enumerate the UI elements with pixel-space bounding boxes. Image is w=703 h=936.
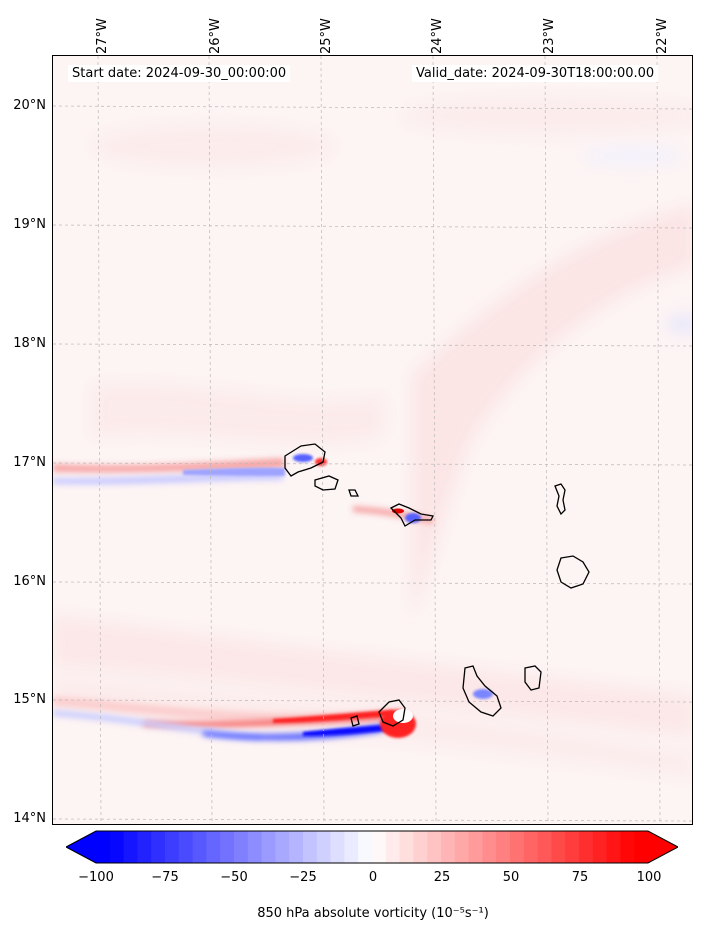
island-maio <box>524 665 542 691</box>
colorbar-bin <box>316 831 332 863</box>
colorbar-bin <box>620 831 635 863</box>
colorbar-bin <box>385 831 401 863</box>
colorbar-max-extension <box>648 831 678 863</box>
island-santo-antao <box>284 443 326 477</box>
colorbar-bin <box>137 831 152 863</box>
lat-label-14n: 14°N <box>13 811 46 826</box>
colorbar-bin <box>220 831 235 863</box>
island-sao-nicolau <box>389 503 434 527</box>
island-santa-luzia <box>348 489 360 497</box>
colorbar-tick: −75 <box>151 870 179 885</box>
colorbar-bin <box>441 831 456 863</box>
colorbar-bin <box>496 831 511 863</box>
colorbar-min-extension <box>66 831 96 863</box>
lon-label-26w: 26°W <box>208 18 223 54</box>
lat-label-19n: 19°N <box>13 217 46 232</box>
colorbar-bin <box>261 831 276 863</box>
background-vorticity <box>53 98 692 776</box>
colorbar-tick: 75 <box>571 870 589 885</box>
colorbar-bin <box>413 831 428 863</box>
colorbar-bin <box>565 831 580 863</box>
colorbar-bin <box>289 831 304 863</box>
lon-label-22w: 22°W <box>655 18 670 54</box>
vorticity-map <box>52 55 693 825</box>
colorbar-bin <box>96 831 111 863</box>
colorbar-bin <box>344 831 359 863</box>
colorbar-bin <box>234 831 249 863</box>
colorbar-bin <box>358 831 373 863</box>
colorbar-tick: 0 <box>368 870 378 885</box>
lat-label-18n: 18°N <box>13 336 46 351</box>
colorbar-bin <box>537 831 552 863</box>
colorbar-tick: 100 <box>636 870 662 885</box>
colorbar-bin <box>634 831 649 863</box>
lat-label-15n: 15°N <box>13 692 46 707</box>
colorbar-tick: −100 <box>78 870 114 885</box>
colorbar-bin <box>109 831 125 863</box>
colorbar-bin <box>427 831 442 863</box>
graticule <box>53 56 692 824</box>
colorbar-gradient <box>64 830 680 864</box>
valid-date-text: Valid_date: 2024-09-30T18:00:00.00 <box>412 65 659 82</box>
colorbar-bin <box>592 831 608 863</box>
island-coastlines <box>284 443 590 727</box>
colorbar-bin <box>399 831 414 863</box>
start-date-text: Start date: 2024-09-30_00:00:00 <box>68 65 291 82</box>
lon-label-23w: 23°W <box>542 18 557 54</box>
colorbar-bin <box>510 831 525 863</box>
lon-label-27w: 27°W <box>95 18 110 54</box>
colorbar-bin <box>206 831 221 863</box>
colorbar-bin <box>178 831 194 863</box>
southern-wake <box>53 689 493 741</box>
colorbar-bin <box>165 831 180 863</box>
colorbar-tick: 50 <box>502 870 520 885</box>
colorbar-tick: −25 <box>289 870 317 885</box>
island-fogo <box>378 699 406 727</box>
lat-label-17n: 17°N <box>13 455 46 470</box>
colorbar-bin <box>303 831 318 863</box>
colorbar-bin <box>330 831 345 863</box>
island-boa-vista <box>556 555 590 589</box>
colorbar-bin <box>523 831 539 863</box>
colorbar-tick: −50 <box>220 870 248 885</box>
colorbar-label: 850 hPa absolute vorticity (10⁻⁵s⁻¹) <box>257 906 489 921</box>
colorbar-bin <box>579 831 594 863</box>
map-canvas <box>53 56 692 824</box>
lat-label-20n: 20°N <box>13 98 46 113</box>
lon-label-25w: 25°W <box>319 18 334 54</box>
lon-label-24w: 24°W <box>430 18 445 54</box>
colorbar-bin <box>468 831 483 863</box>
colorbar-bin <box>551 831 566 863</box>
colorbar-bin <box>247 831 263 863</box>
colorbar <box>64 830 680 864</box>
northern-wake <box>53 454 327 485</box>
colorbar-bin <box>123 831 138 863</box>
island-santiago <box>462 665 502 717</box>
lat-label-16n: 16°N <box>13 574 46 589</box>
colorbar-bin <box>482 831 497 863</box>
colorbar-bin <box>275 831 290 863</box>
island-sal <box>554 483 566 516</box>
colorbar-bin <box>606 831 621 863</box>
colorbar-bin <box>151 831 166 863</box>
colorbar-bin <box>192 831 207 863</box>
island-brava <box>350 715 360 727</box>
colorbar-bin <box>454 831 470 863</box>
colorbar-tick: 25 <box>433 870 451 885</box>
island-sao-vicente <box>314 475 339 491</box>
colorbar-bin <box>372 831 387 863</box>
